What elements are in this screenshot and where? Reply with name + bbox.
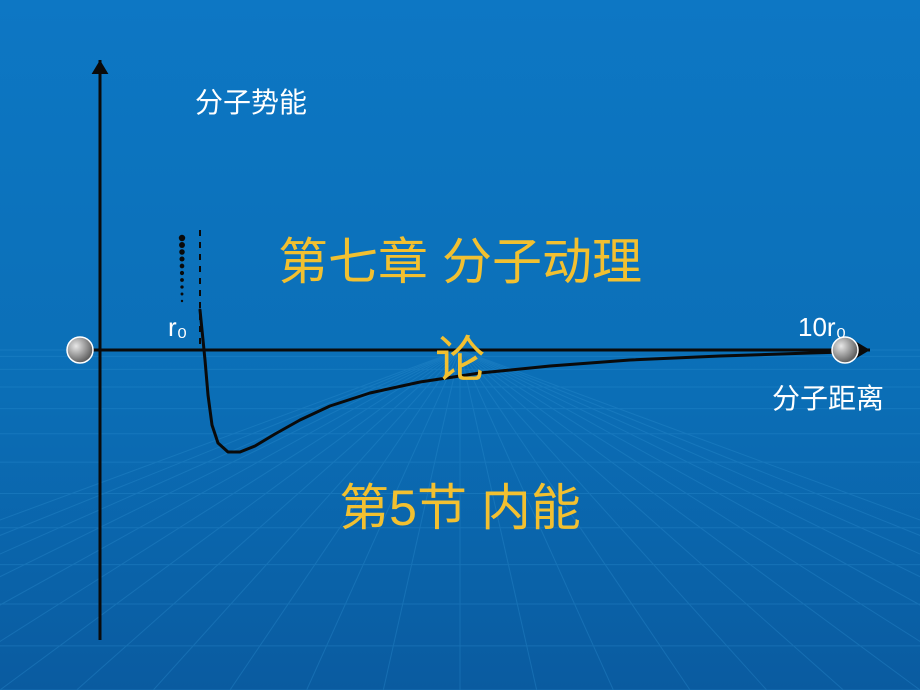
title-line-2: 论 — [0, 320, 920, 392]
title-line-1: 第七章 分子动理 — [0, 222, 920, 294]
y-axis-label: 分子势能 — [195, 87, 307, 118]
slide-stage: r₀10r₀分子势能分子距离 第七章 分子动理 论 第5节 内能 — [0, 0, 920, 690]
title-line-3: 第5节 内能 — [0, 468, 920, 540]
r0-cascade-dot — [181, 300, 183, 302]
